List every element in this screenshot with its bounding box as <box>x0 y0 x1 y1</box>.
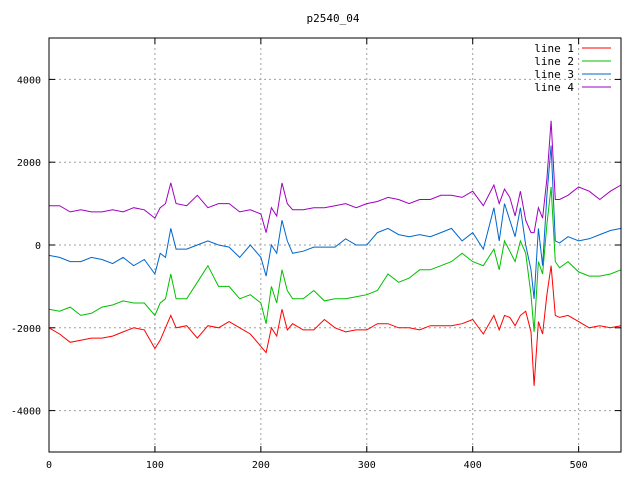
chart-title: p2540_04 <box>307 12 360 25</box>
legend-label: line 4 <box>534 81 574 94</box>
series-layer <box>48 120 622 386</box>
y-tick-label: -4000 <box>11 407 41 418</box>
plot-frame <box>48 37 622 453</box>
x-tick-label: 200 <box>252 460 270 471</box>
y-tick-label: 0 <box>35 241 41 252</box>
y-tick-label: 2000 <box>17 158 41 169</box>
y-tick-label: 4000 <box>17 75 41 86</box>
series-line-2 <box>48 186 622 332</box>
x-tick-label: 500 <box>570 460 588 471</box>
series-line-1 <box>48 265 622 386</box>
x-tick-label: 100 <box>146 460 164 471</box>
series-line-3 <box>48 145 622 299</box>
series-line-4 <box>49 120 622 234</box>
legend-label: line 1 <box>534 42 574 55</box>
legend-label: line 2 <box>534 55 574 68</box>
legend-label: line 3 <box>534 68 574 81</box>
y-tick-label: -2000 <box>11 324 41 335</box>
x-tick-label: 300 <box>358 460 376 471</box>
x-tick-label: 0 <box>46 460 52 471</box>
x-tick-label: 400 <box>464 460 482 471</box>
